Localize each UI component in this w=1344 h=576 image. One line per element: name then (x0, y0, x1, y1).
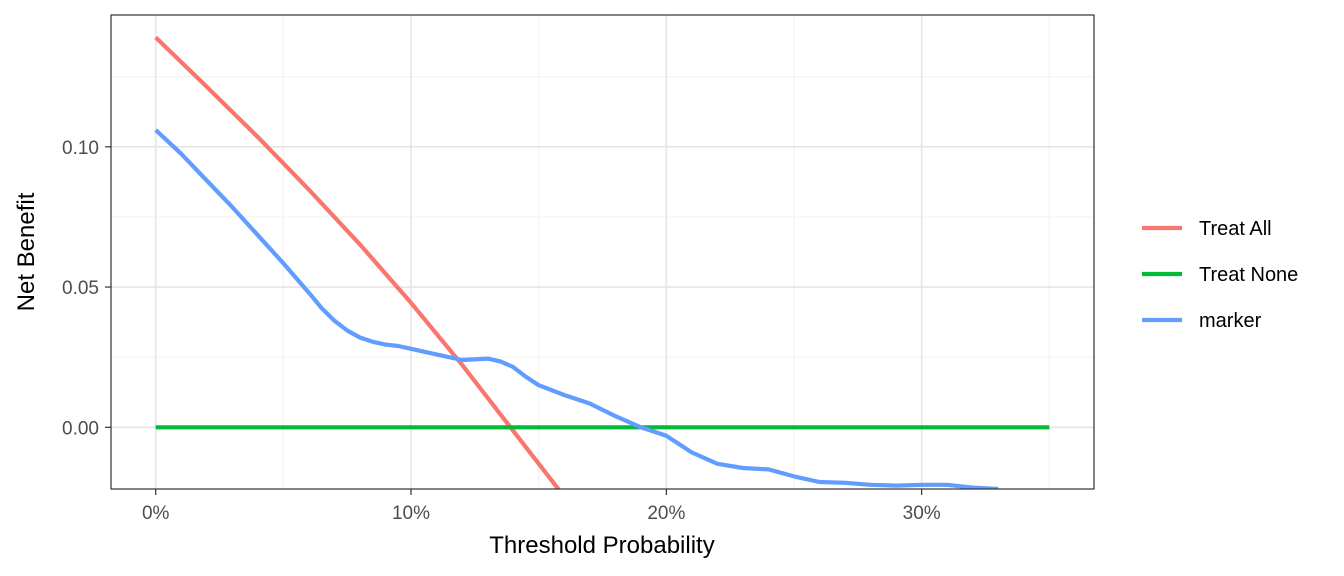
x-tick-label: 20% (647, 503, 685, 524)
series-line-treat-all (154, 35, 561, 489)
x-axis: 0% 10% 20% 30% (142, 489, 941, 524)
y-axis-title: Net Benefit (13, 192, 40, 311)
minor-gridlines (111, 15, 1094, 489)
y-tick-label: 0.05 (62, 278, 99, 299)
x-tick-label: 0% (142, 503, 170, 524)
x-tick-label: 10% (392, 503, 430, 524)
legend-label-treat-none: Treat None (1199, 264, 1298, 286)
series-lines (154, 35, 1050, 489)
x-axis-title: Threshold Probability (489, 532, 714, 559)
plot-border (110, 14, 1095, 490)
legend-label-marker: marker (1199, 310, 1262, 332)
legend: Treat All Treat None marker (1142, 218, 1298, 332)
x-tick-label: 30% (903, 503, 941, 524)
y-tick-label: 0.10 (62, 138, 99, 159)
legend-label-treat-all: Treat All (1199, 218, 1272, 240)
y-axis: 0.00 0.05 0.10 (62, 138, 111, 439)
y-tick-label: 0.00 (62, 418, 99, 439)
plot-background (111, 15, 1094, 489)
series-line-marker (154, 128, 999, 489)
